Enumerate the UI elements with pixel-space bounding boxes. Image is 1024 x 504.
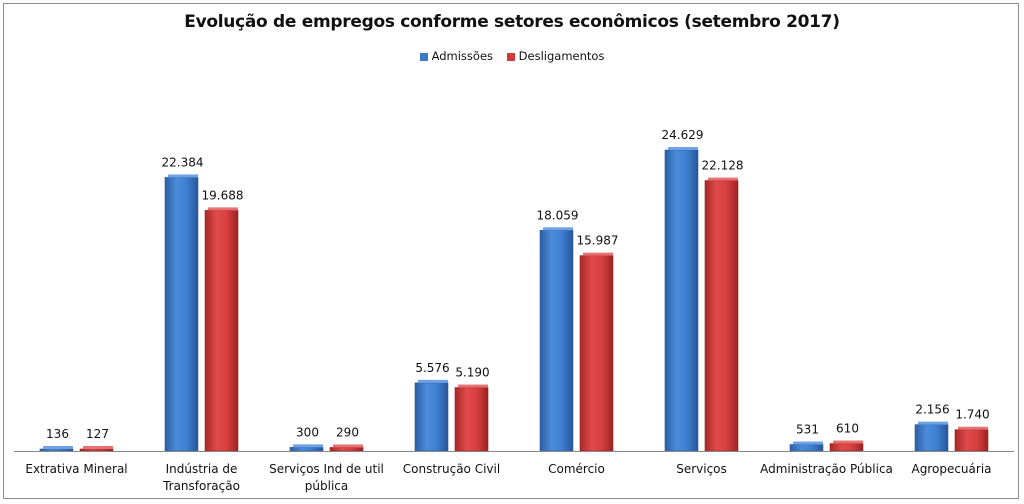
- bar-desligamentos-6: [829, 443, 864, 452]
- bar-top-desligamentos-4: [583, 252, 613, 256]
- data-label-admissoes-7: 2.156: [915, 403, 949, 417]
- data-label-desligamentos-1: 19.688: [202, 188, 244, 202]
- data-label-admissoes-5: 24.629: [662, 128, 704, 142]
- bar-top-desligamentos-5: [708, 177, 738, 181]
- bar-top-admissoes-2: [293, 444, 323, 448]
- data-label-admissoes-3: 5.576: [415, 361, 449, 375]
- bar-admissoes-7: [914, 424, 949, 452]
- bar-admissoes-1: [164, 177, 199, 452]
- legend-label-admissoes: Admissões: [431, 49, 494, 63]
- bar-desligamentos-4: [579, 255, 614, 452]
- bar-top-admissoes-1: [168, 174, 198, 178]
- data-label-admissoes-0: 136: [46, 427, 69, 441]
- bar-top-desligamentos-0: [83, 446, 113, 449]
- legend-item-admissoes: Admissões: [419, 49, 494, 63]
- legend-label-desligamentos: Desligamentos: [518, 49, 605, 63]
- data-label-desligamentos-3: 5.190: [455, 366, 489, 380]
- bar-top-desligamentos-2: [333, 444, 363, 448]
- bar-desligamentos-1: [204, 210, 239, 452]
- bar-admissoes-0: [39, 448, 74, 452]
- category-label-3: Construção Civil: [403, 462, 500, 476]
- data-label-desligamentos-2: 290: [336, 425, 359, 439]
- data-label-admissoes-2: 300: [296, 425, 319, 439]
- legend-swatch-admissoes: [419, 53, 428, 61]
- bar-admissoes-5: [664, 149, 699, 452]
- category-label-1: Indústria de: [166, 462, 238, 476]
- bar-desligamentos-3: [454, 387, 489, 452]
- chart-title: Evolução de empregos conforme setores ec…: [184, 12, 840, 32]
- bar-desligamentos-0: [79, 448, 114, 452]
- data-label-admissoes-1: 22.384: [162, 155, 204, 169]
- category-label-6: Administração Pública: [760, 462, 893, 476]
- category-label-2: Serviços Ind de util: [269, 462, 384, 476]
- data-label-desligamentos-5: 22.128: [702, 159, 744, 173]
- bar-top-desligamentos-3: [458, 384, 488, 388]
- bar-admissoes-4: [539, 229, 574, 452]
- data-label-admissoes-4: 18.059: [537, 208, 579, 222]
- category-label-1-line2: Transforação: [162, 479, 240, 493]
- category-label-5: Serviços: [676, 462, 727, 476]
- bar-top-admissoes-4: [543, 227, 573, 231]
- bar-top-admissoes-6: [793, 441, 823, 445]
- bar-admissoes-2: [289, 447, 324, 452]
- data-label-desligamentos-0: 127: [86, 427, 109, 441]
- data-label-desligamentos-7: 1.740: [955, 408, 989, 422]
- category-label-2-line2: pública: [305, 479, 348, 493]
- category-label-4: Comércio: [548, 462, 605, 476]
- bar-top-admissoes-5: [668, 147, 698, 150]
- bar-desligamentos-7: [954, 429, 989, 452]
- bar-top-desligamentos-7: [958, 426, 988, 430]
- legend-item-desligamentos: Desligamentos: [506, 49, 605, 63]
- bar-admissoes-3: [414, 382, 449, 452]
- bar-top-admissoes-3: [418, 379, 448, 383]
- bar-admissoes-6: [789, 444, 824, 452]
- chart-legend: Admissões Desligamentos: [0, 49, 1024, 63]
- data-label-desligamentos-4: 15.987: [577, 234, 619, 248]
- bar-desligamentos-5: [704, 180, 739, 452]
- category-label-0: Extrativa Mineral: [25, 462, 127, 476]
- bar-top-desligamentos-6: [833, 440, 863, 444]
- data-label-desligamentos-6: 610: [836, 422, 859, 436]
- category-label-7: Agropecuária: [911, 462, 991, 476]
- bar-top-desligamentos-1: [208, 207, 238, 211]
- legend-swatch-desligamentos: [506, 53, 515, 61]
- bar-top-admissoes-7: [918, 421, 948, 425]
- data-label-admissoes-6: 531: [796, 423, 819, 437]
- bar-desligamentos-2: [329, 447, 364, 452]
- bar-top-admissoes-0: [43, 446, 73, 449]
